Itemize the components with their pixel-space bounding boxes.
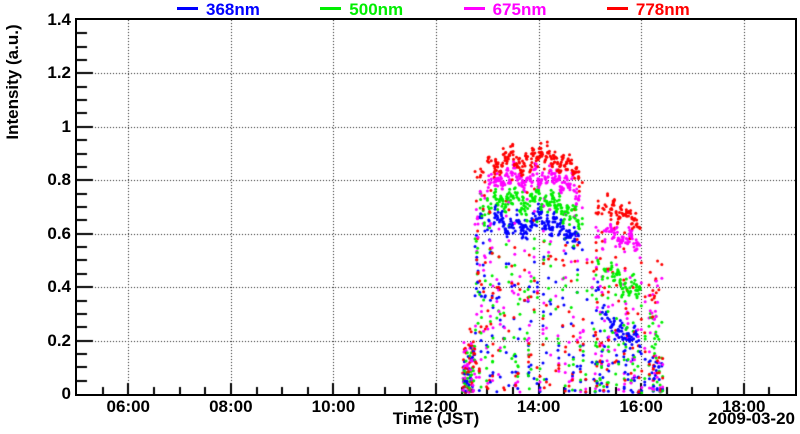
legend-label: 500nm: [349, 0, 404, 19]
y-tick-label-1.4: 1.4: [47, 10, 71, 29]
legend-label: 368nm: [206, 0, 260, 19]
date-label: 2009-03-20: [708, 409, 795, 428]
legend: 368nm 500nm 675nm 778nm: [0, 0, 800, 20]
y-tick-label-0.2: 0.2: [47, 330, 71, 350]
x-axis-title: Time (JST): [392, 409, 480, 428]
legend-line-icon: [463, 7, 485, 10]
y-tick-label-1: 1: [61, 116, 71, 136]
legend-entry-500nm: 500nm: [320, 1, 403, 19]
legend-label: 675nm: [492, 0, 547, 19]
x-tick-label-0600: 06:00: [106, 397, 151, 416]
y-tick-label-0: 0: [61, 384, 71, 403]
x-tick-label-1600: 16:00: [619, 397, 663, 416]
legend-entry-778nm: 778nm: [606, 0, 690, 19]
legend-line-icon: [320, 7, 342, 10]
x-tick-label-1800: 18:00: [721, 397, 766, 416]
legend-entry-675nm: 675nm: [463, 0, 547, 19]
x-tick-label-1400: 14:00: [516, 397, 561, 416]
legend-line-icon: [177, 7, 198, 10]
plot-area: [75, 18, 797, 396]
x-tick-label-1200: 12:00: [414, 397, 458, 416]
y-tick-label-0.8: 0.8: [47, 170, 71, 190]
plot-canvas: [77, 20, 795, 394]
y-tick-label-0.6: 0.6: [47, 223, 71, 243]
y-tick-label-0.4: 0.4: [47, 277, 71, 297]
y-tick-label-1.2: 1.2: [47, 63, 71, 83]
x-tick-label-0800: 08:00: [209, 397, 253, 416]
legend-label: 778nm: [635, 0, 690, 19]
legend-line-icon: [606, 7, 628, 10]
x-tick-label-1000: 10:00: [311, 397, 356, 416]
legend-entry-368nm: 368nm: [177, 1, 260, 19]
